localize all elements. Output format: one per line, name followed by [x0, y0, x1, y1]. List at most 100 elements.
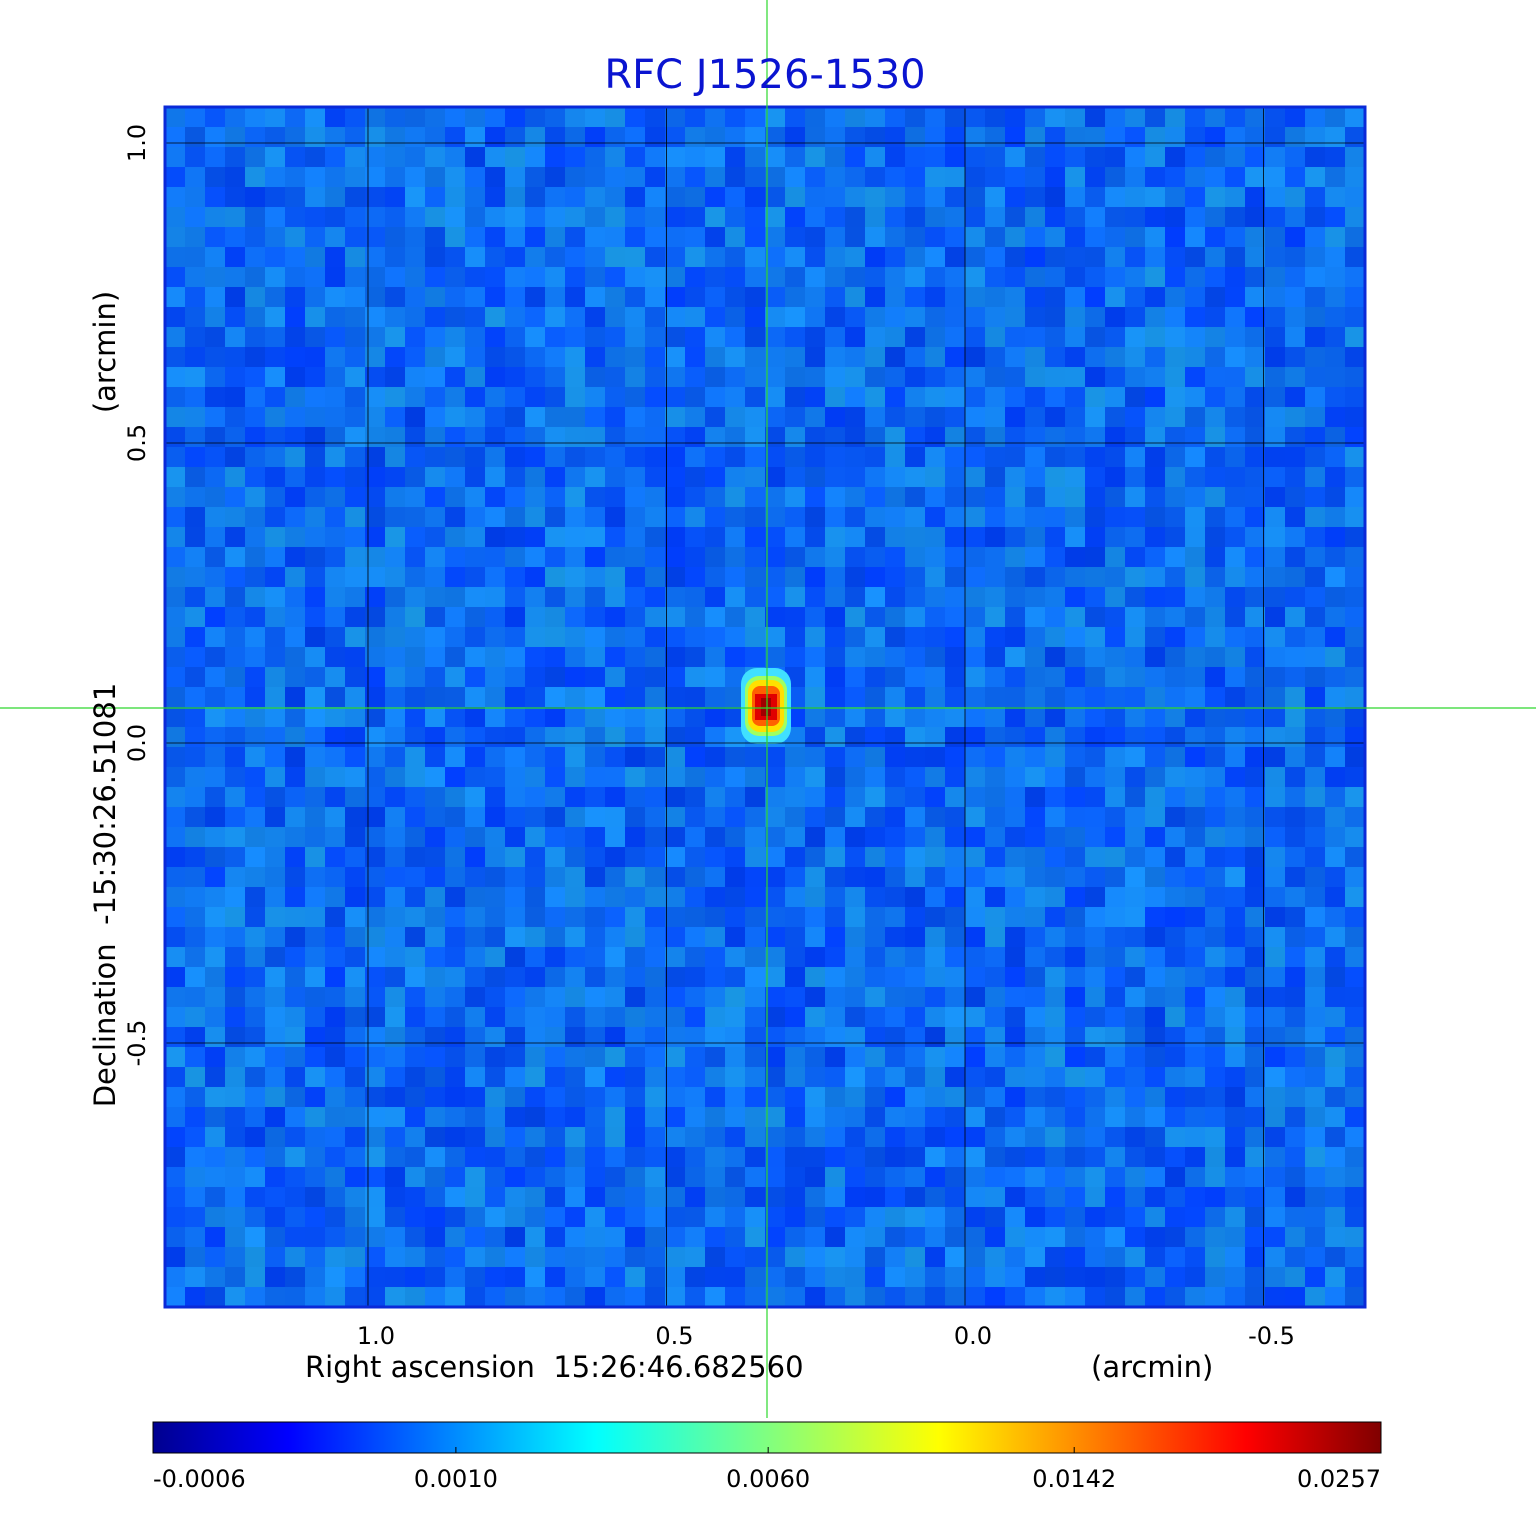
- pixel: [705, 947, 726, 968]
- pixel: [565, 587, 586, 608]
- pixel: [245, 127, 266, 148]
- pixel: [245, 1027, 266, 1048]
- pixel: [365, 647, 386, 668]
- pixel: [1165, 507, 1186, 528]
- y-tick-label: -0.5: [123, 1020, 151, 1067]
- pixel: [745, 607, 766, 628]
- pixel: [1265, 1047, 1286, 1068]
- pixel: [1165, 1127, 1186, 1148]
- pixel: [1125, 847, 1146, 868]
- pixel: [905, 887, 926, 908]
- pixel: [1345, 167, 1366, 188]
- pixel: [665, 507, 686, 528]
- pixel: [665, 107, 686, 128]
- pixel: [445, 1067, 466, 1088]
- pixel: [825, 967, 846, 988]
- pixel: [925, 107, 946, 128]
- pixel: [605, 507, 626, 528]
- pixel: [925, 827, 946, 848]
- pixel: [1245, 267, 1266, 288]
- pixel: [165, 1107, 186, 1128]
- pixel: [225, 207, 246, 228]
- pixel: [425, 327, 446, 348]
- pixel: [645, 907, 666, 928]
- pixel: [745, 1087, 766, 1108]
- pixel: [345, 767, 366, 788]
- pixel: [385, 467, 406, 488]
- pixel: [525, 1207, 546, 1228]
- pixel: [1065, 827, 1086, 848]
- pixel: [205, 887, 226, 908]
- pixel: [785, 907, 806, 928]
- pixel: [325, 267, 346, 288]
- pixel: [665, 927, 686, 948]
- pixel: [485, 927, 506, 948]
- pixel: [1265, 227, 1286, 248]
- pixel: [525, 1287, 546, 1308]
- pixel: [1205, 707, 1226, 728]
- pixel: [725, 1127, 746, 1148]
- pixel: [705, 1047, 726, 1068]
- pixel: [845, 227, 866, 248]
- pixel: [1225, 247, 1246, 268]
- pixel: [1105, 547, 1126, 568]
- pixel: [165, 547, 186, 568]
- pixel: [1285, 227, 1306, 248]
- pixel: [565, 1107, 586, 1128]
- pixel: [645, 387, 666, 408]
- pixel: [585, 467, 606, 488]
- pixel: [1045, 547, 1066, 568]
- pixel: [705, 527, 726, 548]
- pixel: [265, 467, 286, 488]
- pixel: [445, 807, 466, 828]
- pixel: [785, 807, 806, 828]
- plot-frame: [163, 105, 1367, 1309]
- pixel: [365, 287, 386, 308]
- pixel: [1005, 587, 1026, 608]
- pixel: [225, 587, 246, 608]
- pixel: [1245, 727, 1266, 748]
- pixel: [505, 287, 526, 308]
- pixel: [265, 407, 286, 428]
- pixel: [1345, 807, 1366, 828]
- pixel: [205, 807, 226, 828]
- pixel: [1285, 807, 1306, 828]
- pixel: [465, 647, 486, 668]
- pixel: [645, 867, 666, 888]
- pixel: [1085, 727, 1106, 748]
- pixel: [1025, 627, 1046, 648]
- pixel: [1105, 467, 1126, 488]
- pixel: [965, 407, 986, 428]
- pixel: [765, 887, 786, 908]
- pixel: [1025, 447, 1046, 468]
- pixel: [1045, 907, 1066, 928]
- pixel: [165, 507, 186, 528]
- pixel: [645, 1147, 666, 1168]
- pixel: [685, 107, 706, 128]
- pixel: [585, 187, 606, 208]
- pixel: [565, 927, 586, 948]
- pixel: [925, 327, 946, 348]
- pixel: [485, 1027, 506, 1048]
- pixel: [1345, 687, 1366, 708]
- pixel: [1005, 1087, 1026, 1108]
- pixel: [465, 1227, 486, 1248]
- pixel: [1205, 487, 1226, 508]
- pixel: [1205, 987, 1226, 1008]
- colorbar-tick-label: 0.0142: [1032, 1465, 1116, 1493]
- pixel: [1105, 347, 1126, 368]
- pixel: [405, 1107, 426, 1128]
- pixel: [705, 647, 726, 668]
- pixel: [385, 287, 406, 308]
- pixel: [405, 667, 426, 688]
- pixel: [265, 327, 286, 348]
- pixel: [845, 927, 866, 948]
- pixel: [565, 207, 586, 228]
- pixel: [265, 1187, 286, 1208]
- pixel: [785, 1007, 806, 1028]
- pixel: [425, 607, 446, 628]
- pixel: [645, 1087, 666, 1108]
- pixel: [1025, 807, 1046, 828]
- pixel: [605, 187, 626, 208]
- pixel: [585, 787, 606, 808]
